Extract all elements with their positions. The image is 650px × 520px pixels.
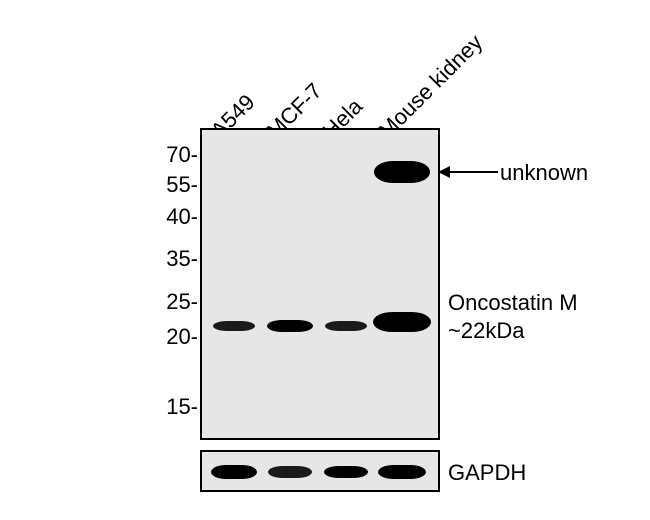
gapdh-band-0 <box>211 465 257 479</box>
mw-label-5: 20- <box>138 324 198 350</box>
gapdh-blot <box>200 450 440 492</box>
main-blot <box>200 128 440 440</box>
annot-size: ~22kDa <box>448 318 524 344</box>
mw-label-0: 70- <box>138 142 198 168</box>
mw-label-2: 40- <box>138 204 198 230</box>
lane-label-3: Mouse kidney <box>374 30 488 144</box>
western-blot-figure: A549MCF-7HelaMouse kidney70-55-40-35-25-… <box>0 0 650 520</box>
gapdh-band-3 <box>378 465 426 479</box>
unknown-arrow-line <box>448 171 498 173</box>
mw-label-4: 25- <box>138 289 198 315</box>
main-band-3 <box>325 321 367 331</box>
gapdh-band-2 <box>324 466 368 478</box>
main-band-2 <box>267 320 313 332</box>
gapdh-band-1 <box>268 466 312 478</box>
main-band-0 <box>374 161 430 183</box>
mw-label-6: 15- <box>138 394 198 420</box>
unknown-arrow-head <box>438 166 450 178</box>
main-band-1 <box>213 321 255 331</box>
mw-label-3: 35- <box>138 246 198 272</box>
annot-protein: Oncostatin M <box>448 290 578 316</box>
main-band-4 <box>373 312 431 332</box>
annot-gapdh: GAPDH <box>448 460 526 486</box>
mw-label-1: 55- <box>138 172 198 198</box>
annot-unknown: unknown <box>500 160 588 186</box>
